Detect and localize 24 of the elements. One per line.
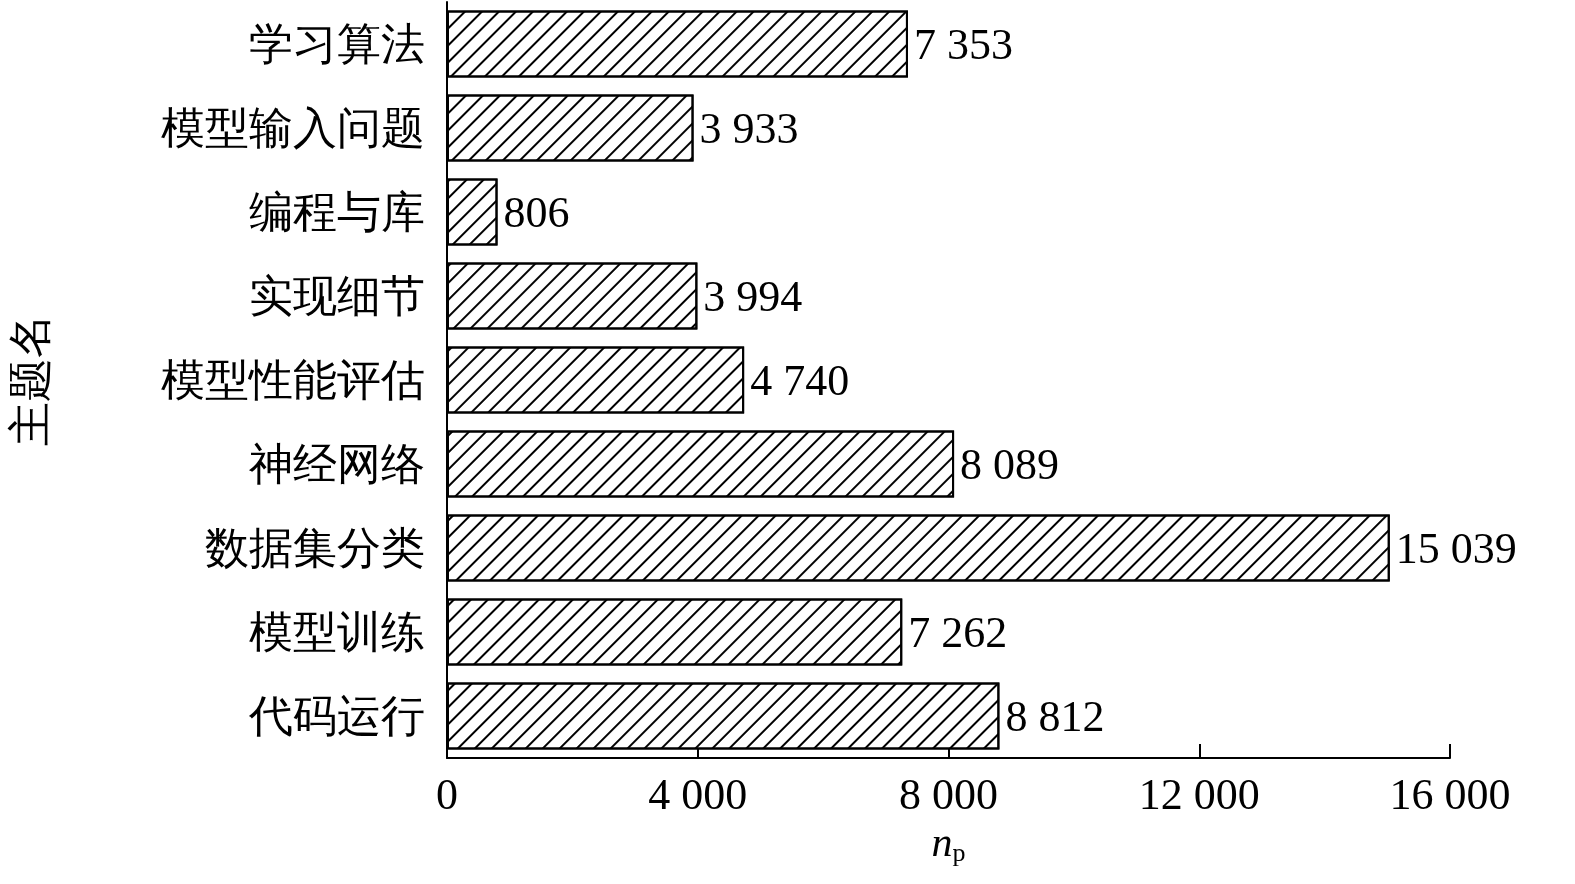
data-label: 3 933 <box>699 103 799 153</box>
x-tick-label: 0 <box>436 769 458 819</box>
data-label: 7 353 <box>913 19 1013 69</box>
y-tick-label: 代码运行 <box>248 691 425 741</box>
data-label: 806 <box>503 187 570 237</box>
data-label: 4 740 <box>750 355 850 405</box>
y-axis-title: 主题名 <box>5 314 55 446</box>
x-tick-label: 16 000 <box>1389 769 1511 819</box>
y-tick-label: 模型性能评估 <box>161 355 425 405</box>
data-label: 8 812 <box>1005 691 1105 741</box>
x-tick-label: 12 000 <box>1138 769 1260 819</box>
y-tick-label: 神经网络 <box>249 439 425 489</box>
data-label: 15 039 <box>1395 523 1517 573</box>
y-tick-label: 模型输入问题 <box>161 103 425 153</box>
data-label: 7 262 <box>908 607 1008 657</box>
y-tick-label: 数据集分类 <box>205 523 425 573</box>
x-tick-label: 8 000 <box>899 769 998 819</box>
y-tick-label: 模型训练 <box>249 607 425 657</box>
data-label: 3 994 <box>703 271 803 321</box>
y-tick-label: 实现细节 <box>249 271 425 321</box>
x-tick-label: 4 000 <box>648 769 748 819</box>
y-tick-label: 编程与库 <box>249 187 425 237</box>
data-label: 8 089 <box>960 439 1060 489</box>
y-tick-label: 学习算法 <box>249 19 425 69</box>
